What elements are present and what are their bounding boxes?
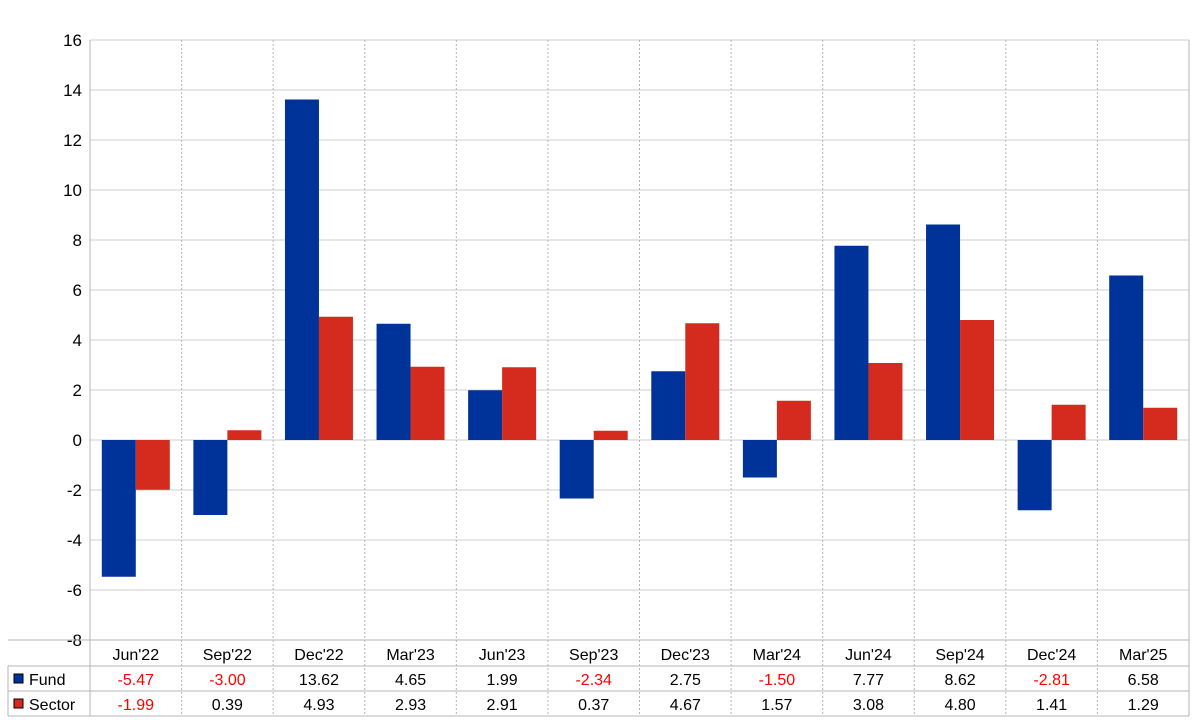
x-tick-label: Sep'23 <box>569 647 618 664</box>
data-label-sector: -1.99 <box>118 697 155 714</box>
x-tick-label: Jun'24 <box>845 647 892 664</box>
x-tick-label: Mar'25 <box>1119 647 1168 664</box>
data-label-fund: -2.34 <box>575 672 612 689</box>
bar-fund <box>376 323 411 440</box>
data-label-sector: 0.37 <box>578 697 609 714</box>
bar-fund <box>468 390 503 440</box>
y-tick-label: 14 <box>63 81 82 100</box>
data-label-fund: 2.75 <box>670 672 701 689</box>
x-tick-label: Sep'24 <box>935 647 984 664</box>
bar-sector <box>868 363 903 440</box>
y-tick-label: -2 <box>67 481 82 500</box>
y-tick-label: 16 <box>63 31 82 50</box>
bar-fund <box>284 99 319 440</box>
data-label-sector: 4.80 <box>944 697 975 714</box>
bar-fund <box>101 440 136 577</box>
x-tick-label: Sep'22 <box>203 647 252 664</box>
y-tick-label: 0 <box>73 431 82 450</box>
bar-sector <box>135 440 170 490</box>
data-label-fund: 6.58 <box>1128 672 1159 689</box>
bar-fund <box>1109 275 1144 440</box>
bar-sector <box>685 323 720 440</box>
data-label-sector: 3.08 <box>853 697 884 714</box>
data-label-sector: 4.93 <box>303 697 334 714</box>
y-tick-label: -6 <box>67 581 82 600</box>
data-label-fund: 1.99 <box>487 672 518 689</box>
x-tick-label: Jun'23 <box>479 647 526 664</box>
bar-fund <box>834 245 869 440</box>
data-label-sector: 0.39 <box>212 697 243 714</box>
data-label-fund: -5.47 <box>118 672 155 689</box>
x-tick-label: Dec'23 <box>661 647 710 664</box>
data-label-fund: -3.00 <box>209 672 246 689</box>
x-tick-label: Mar'24 <box>753 647 802 664</box>
bar-sector <box>1143 407 1178 440</box>
x-tick-label: Mar'23 <box>386 647 435 664</box>
bar-fund <box>193 440 228 515</box>
bar-fund <box>926 224 961 440</box>
bar-sector <box>960 320 995 440</box>
y-tick-label: 8 <box>73 231 82 250</box>
bar-sector <box>227 430 262 440</box>
bar-sector <box>776 400 811 440</box>
data-label-fund: -1.50 <box>759 672 796 689</box>
bar-sector <box>502 367 537 440</box>
data-label-sector: 1.29 <box>1128 697 1159 714</box>
y-tick-label: 12 <box>63 131 82 150</box>
bar-fund <box>559 440 594 499</box>
y-tick-label: 4 <box>73 331 82 350</box>
x-tick-label: Dec'24 <box>1027 647 1076 664</box>
legend-label-fund: Fund <box>29 672 65 689</box>
data-label-sector: 2.91 <box>487 697 518 714</box>
y-tick-label: 10 <box>63 181 82 200</box>
bar-fund <box>651 371 686 440</box>
x-tick-label: Dec'22 <box>294 647 343 664</box>
bar-sector <box>410 366 445 440</box>
bar-sector <box>1051 404 1086 440</box>
data-label-fund: 4.65 <box>395 672 426 689</box>
data-label-fund: 7.77 <box>853 672 884 689</box>
bar-fund <box>742 440 777 478</box>
data-label-fund: 8.62 <box>944 672 975 689</box>
data-label-sector: 2.93 <box>395 697 426 714</box>
legend-label-sector: Sector <box>29 697 76 714</box>
data-label-fund: -2.81 <box>1033 672 1070 689</box>
data-label-sector: 1.57 <box>761 697 792 714</box>
bar-fund <box>1017 440 1052 511</box>
y-tick-label: 2 <box>73 381 82 400</box>
data-label-sector: 1.41 <box>1036 697 1067 714</box>
data-label-fund: 13.62 <box>299 672 339 689</box>
legend-swatch-fund <box>13 673 24 684</box>
bar-sector <box>593 430 628 440</box>
y-tick-label: -4 <box>67 531 82 550</box>
data-label-sector: 4.67 <box>670 697 701 714</box>
x-tick-label: Jun'22 <box>112 647 159 664</box>
bar-sector <box>318 316 353 440</box>
legend-swatch-sector <box>13 698 24 709</box>
y-tick-label: 6 <box>73 281 82 300</box>
